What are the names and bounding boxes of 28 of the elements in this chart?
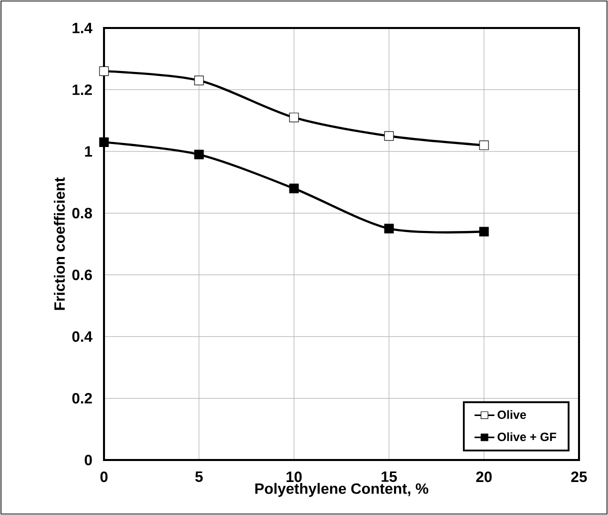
point <box>99 137 109 147</box>
point <box>479 140 489 150</box>
point <box>289 112 299 122</box>
point <box>194 150 204 160</box>
legend-label: Olive <box>498 410 526 419</box>
point <box>289 184 299 194</box>
y-tick-label: 0.6 <box>72 270 92 280</box>
y-axis-title: Friction coefficient <box>54 177 65 310</box>
x-axis-title: Polyethylene Content, % <box>255 482 428 497</box>
y-tick-label: 0.8 <box>72 208 92 218</box>
y-tick-label: 1.2 <box>72 84 92 95</box>
y-tick-label: 1 <box>85 146 92 157</box>
point <box>479 226 489 236</box>
y-tick-label: 0 <box>84 454 92 466</box>
x-tick-label: 0 <box>100 472 108 482</box>
point <box>384 131 394 141</box>
point <box>99 66 109 76</box>
point <box>194 76 204 86</box>
x-tick-label: 25 <box>571 472 587 482</box>
x-tick-label: 20 <box>476 472 492 482</box>
legend-label: Olive + GF <box>498 432 556 442</box>
y-tick-label: 0.4 <box>72 331 92 342</box>
x-tick-label: 10 <box>286 472 302 482</box>
y-tick-label: 0.2 <box>72 392 92 404</box>
y-tick-label: 1.4 <box>72 22 92 34</box>
x-tick-label: 5 <box>195 472 203 482</box>
x-tick-label: 15 <box>382 472 397 482</box>
point <box>384 224 394 234</box>
